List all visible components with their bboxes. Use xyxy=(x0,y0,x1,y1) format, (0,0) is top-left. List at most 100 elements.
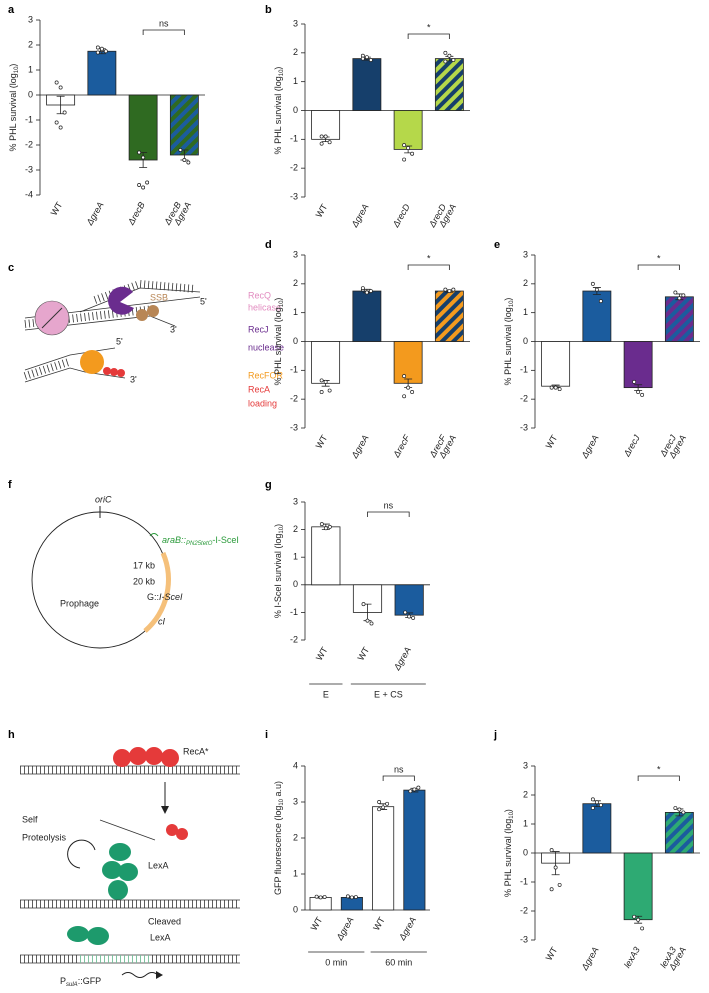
reca xyxy=(117,369,125,377)
label: PsulA::GFP xyxy=(60,976,101,987)
data-point xyxy=(103,49,108,54)
y-axis-label: % PHL survival (log10) xyxy=(503,809,514,897)
bar xyxy=(623,852,653,921)
bar xyxy=(434,290,464,342)
data-point xyxy=(314,894,319,899)
y-axis-label-part: 10 xyxy=(279,798,285,805)
data-point xyxy=(408,789,413,794)
arrowhead xyxy=(161,806,169,814)
data-point xyxy=(345,894,350,899)
data-point xyxy=(99,46,104,51)
label: 5' xyxy=(116,336,123,346)
data-point xyxy=(377,807,382,812)
arrowhead xyxy=(156,971,163,979)
bar xyxy=(311,526,341,586)
panel-letter: c xyxy=(8,262,14,274)
data-point xyxy=(186,160,191,165)
bar xyxy=(393,110,423,150)
data-point xyxy=(327,524,332,529)
diagram-f: f oriC araB::PN25tetO-I-SceI 17 kb 20 kb… xyxy=(8,479,239,649)
bar xyxy=(372,806,395,911)
bar xyxy=(87,50,117,96)
diagram-h: h RecA* Self Proteolysis LexA Cleaved Le… xyxy=(8,729,240,988)
data-point xyxy=(178,148,183,152)
y-axis-label-part: 10 xyxy=(509,300,515,307)
y-axis-label-part: ) xyxy=(503,298,513,301)
y-tick-label: 3 xyxy=(293,796,298,806)
y-tick-label: 4 xyxy=(293,760,298,770)
bar xyxy=(128,94,158,161)
significance-bracket xyxy=(367,511,410,517)
data-point xyxy=(95,45,100,50)
y-axis-label-part: % PHL survival (log xyxy=(273,76,283,154)
x-tick-label: WT xyxy=(49,200,65,218)
y-axis-label-part: 10 xyxy=(509,811,515,818)
x-tick-label: lexA3 xyxy=(622,945,642,969)
data-point xyxy=(141,155,146,160)
label: nuclease xyxy=(248,342,284,352)
data-point xyxy=(598,299,603,304)
y-tick-label: 2 xyxy=(293,47,298,57)
y-axis-label-part: % PHL survival (log xyxy=(8,73,18,151)
data-point xyxy=(403,610,408,615)
y-tick-label: 0 xyxy=(28,89,33,99)
label: Self xyxy=(22,814,38,824)
y-tick-label: -1 xyxy=(520,365,528,375)
label: SSB xyxy=(150,292,168,302)
label: Cleaved xyxy=(148,916,181,926)
y-tick-label: 2 xyxy=(293,832,298,842)
data-point xyxy=(349,895,354,900)
x-tick-label: ΔrecB xyxy=(125,200,146,227)
label: RecA* xyxy=(183,746,209,756)
error-bar xyxy=(551,851,560,876)
y-axis-label-part: 10 xyxy=(14,66,20,73)
data-point xyxy=(365,618,370,623)
data-point xyxy=(54,80,59,85)
bar xyxy=(393,341,423,384)
data-point xyxy=(549,887,554,892)
data-point xyxy=(319,134,324,139)
y-tick-label: -1 xyxy=(290,365,298,375)
label: oriC xyxy=(95,494,112,504)
y-axis-label: % PHL survival (log10) xyxy=(273,298,284,386)
y-tick-label: 2 xyxy=(523,278,528,288)
y-tick-label: 0 xyxy=(293,336,298,346)
y-axis-label: % I-SceI survival (log10) xyxy=(273,524,284,618)
label-part: ::GFP xyxy=(78,976,102,986)
data-point xyxy=(406,146,411,150)
data-point xyxy=(673,806,678,811)
y-tick-label: -2 xyxy=(520,905,528,915)
data-point xyxy=(557,882,562,887)
data-point xyxy=(319,522,324,527)
bar xyxy=(664,812,694,854)
bar xyxy=(352,58,382,111)
x-tick-label: WT xyxy=(314,433,330,451)
data-point xyxy=(402,157,407,162)
x-tick-label: WT xyxy=(356,645,372,663)
data-point xyxy=(640,392,645,397)
group-label: E xyxy=(323,689,329,699)
data-point xyxy=(360,286,365,291)
data-point xyxy=(407,614,412,619)
label: 3' xyxy=(170,324,177,334)
label: loading xyxy=(248,398,277,408)
y-tick-label: 1 xyxy=(523,818,528,828)
data-point xyxy=(368,289,373,293)
y-tick-label: 0 xyxy=(523,847,528,857)
data-point xyxy=(402,394,407,399)
label: Prophage xyxy=(60,598,99,608)
y-axis-label-part: a.u) xyxy=(273,781,283,799)
bar xyxy=(582,803,612,854)
y-axis-label-part: % PHL survival (log xyxy=(273,307,283,385)
significance-label: ns xyxy=(384,500,394,510)
y-axis-label: GFP fluorescence (log10 a.u) xyxy=(273,781,284,895)
label: RecJ xyxy=(248,324,269,334)
data-point xyxy=(182,158,187,162)
data-point xyxy=(319,378,324,383)
data-point xyxy=(636,390,641,394)
x-tick-label: ΔgreA xyxy=(334,915,356,943)
y-tick-label: 1 xyxy=(293,868,298,878)
data-point xyxy=(54,120,59,125)
data-point xyxy=(319,141,324,146)
y-tick-label: 2 xyxy=(523,789,528,799)
